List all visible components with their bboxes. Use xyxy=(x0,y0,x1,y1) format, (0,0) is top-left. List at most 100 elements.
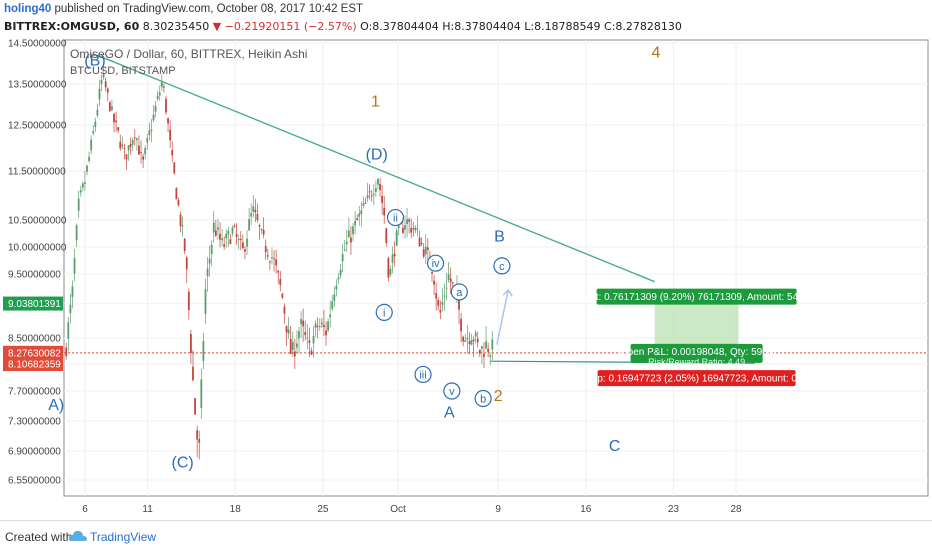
wave-label: A) xyxy=(48,397,64,414)
candle-body xyxy=(86,165,88,172)
candle-body xyxy=(412,228,415,230)
candle-body xyxy=(113,113,115,123)
candle-body xyxy=(354,220,357,226)
candle-body xyxy=(275,259,278,266)
candle-body xyxy=(360,210,363,215)
candle-body xyxy=(129,143,132,147)
pnl-label-box xyxy=(630,343,763,363)
candle-body xyxy=(185,257,188,270)
candle-body xyxy=(187,291,190,311)
candle-body xyxy=(350,237,352,243)
candle-body xyxy=(198,439,201,443)
candle-body xyxy=(142,156,145,160)
price-badge xyxy=(3,345,63,360)
x-tick-label: 18 xyxy=(230,504,242,515)
candle-body xyxy=(258,225,261,227)
wave-circle-label: b xyxy=(480,394,486,406)
candle-body xyxy=(200,379,203,409)
candle-body xyxy=(476,338,479,343)
candle-body xyxy=(221,238,223,241)
candle-body xyxy=(156,95,159,100)
candle-body xyxy=(73,258,76,274)
candle-body xyxy=(169,129,172,141)
candle-body xyxy=(108,102,111,112)
tradingview-brand[interactable]: TradingView xyxy=(90,530,157,544)
candle-body xyxy=(144,147,147,155)
candle-body xyxy=(314,323,317,328)
candle-body xyxy=(167,118,169,124)
candle-body xyxy=(447,274,450,280)
footer: Created with TradingView xyxy=(0,520,932,551)
x-tick-label: 25 xyxy=(317,504,329,515)
wave-label: (B) xyxy=(84,53,105,70)
candles xyxy=(65,66,494,460)
candle-body xyxy=(397,225,400,229)
candle-body xyxy=(77,198,80,211)
candle-body xyxy=(325,330,327,336)
stop-line xyxy=(490,360,755,364)
chart-title: OmiseGO / Dollar, 60, BITTREX, Heikin As… xyxy=(70,47,307,61)
candle-body xyxy=(402,227,404,233)
candle-body xyxy=(121,144,124,147)
candle-body xyxy=(81,183,84,188)
x-axis: 6 11 18 25 Oct 9 16 23 28 xyxy=(82,504,742,515)
candle-body xyxy=(339,269,342,276)
candle-body xyxy=(296,343,298,348)
candle-body xyxy=(152,114,155,121)
candle-body xyxy=(194,398,196,415)
candle-body xyxy=(256,214,259,220)
candle-body xyxy=(416,228,419,230)
candle-body xyxy=(483,354,485,357)
candle-body xyxy=(88,156,90,162)
candle-body xyxy=(410,227,413,233)
candle-body xyxy=(356,218,359,221)
wave-circle xyxy=(375,303,393,321)
candle-body xyxy=(175,188,178,200)
price-change: ▼ −0.21920151 (−2.57%) xyxy=(212,20,357,33)
candle-body xyxy=(478,349,481,354)
candle-body xyxy=(491,339,494,350)
wave-circle-label: i xyxy=(383,307,385,319)
candle-body xyxy=(246,238,248,247)
candle-body xyxy=(285,325,288,333)
candle-body xyxy=(439,309,442,313)
candle-body xyxy=(404,225,406,230)
candle-body xyxy=(364,202,367,204)
candle-body xyxy=(111,106,113,110)
projection-arrow xyxy=(496,289,509,345)
x-tick-label: 9 xyxy=(495,504,501,515)
candle-body xyxy=(485,341,487,349)
candle-body xyxy=(146,138,149,143)
candle-body xyxy=(458,297,460,310)
tradingview-cloud-icon xyxy=(68,530,87,541)
wave-label: A xyxy=(444,404,455,421)
candle-body xyxy=(150,129,153,131)
y-axis: 14.50000000 13.50000000 12.50000000 11.5000… xyxy=(3,39,67,487)
price-badge-text: 9.03801391 xyxy=(8,299,61,310)
author-username[interactable]: holing40 xyxy=(4,3,52,15)
stop-label-box xyxy=(597,370,796,387)
candle-body xyxy=(102,73,105,78)
candle-body xyxy=(323,324,325,328)
candle-body xyxy=(327,321,329,331)
candle-body xyxy=(472,339,475,342)
price-badge-text: 8.27630082 xyxy=(8,348,61,359)
candle-body xyxy=(158,92,161,96)
wave-circle-label: v xyxy=(449,386,455,398)
candle-body xyxy=(304,332,307,336)
candle-body xyxy=(366,194,369,199)
candle-body xyxy=(171,149,174,156)
y-tick-label: 9.50000000 xyxy=(8,270,61,281)
candle-body xyxy=(239,239,242,241)
price-badge xyxy=(3,357,63,372)
wave-circle-label: a xyxy=(456,287,463,299)
price-badge-text: 8.10682359 xyxy=(8,360,61,371)
candle-body xyxy=(67,322,70,339)
candle-body xyxy=(414,227,417,231)
candle-body xyxy=(379,183,381,191)
candle-body xyxy=(293,351,296,357)
trendline xyxy=(97,54,655,283)
candle-body xyxy=(277,270,280,273)
candle-body xyxy=(387,258,390,278)
